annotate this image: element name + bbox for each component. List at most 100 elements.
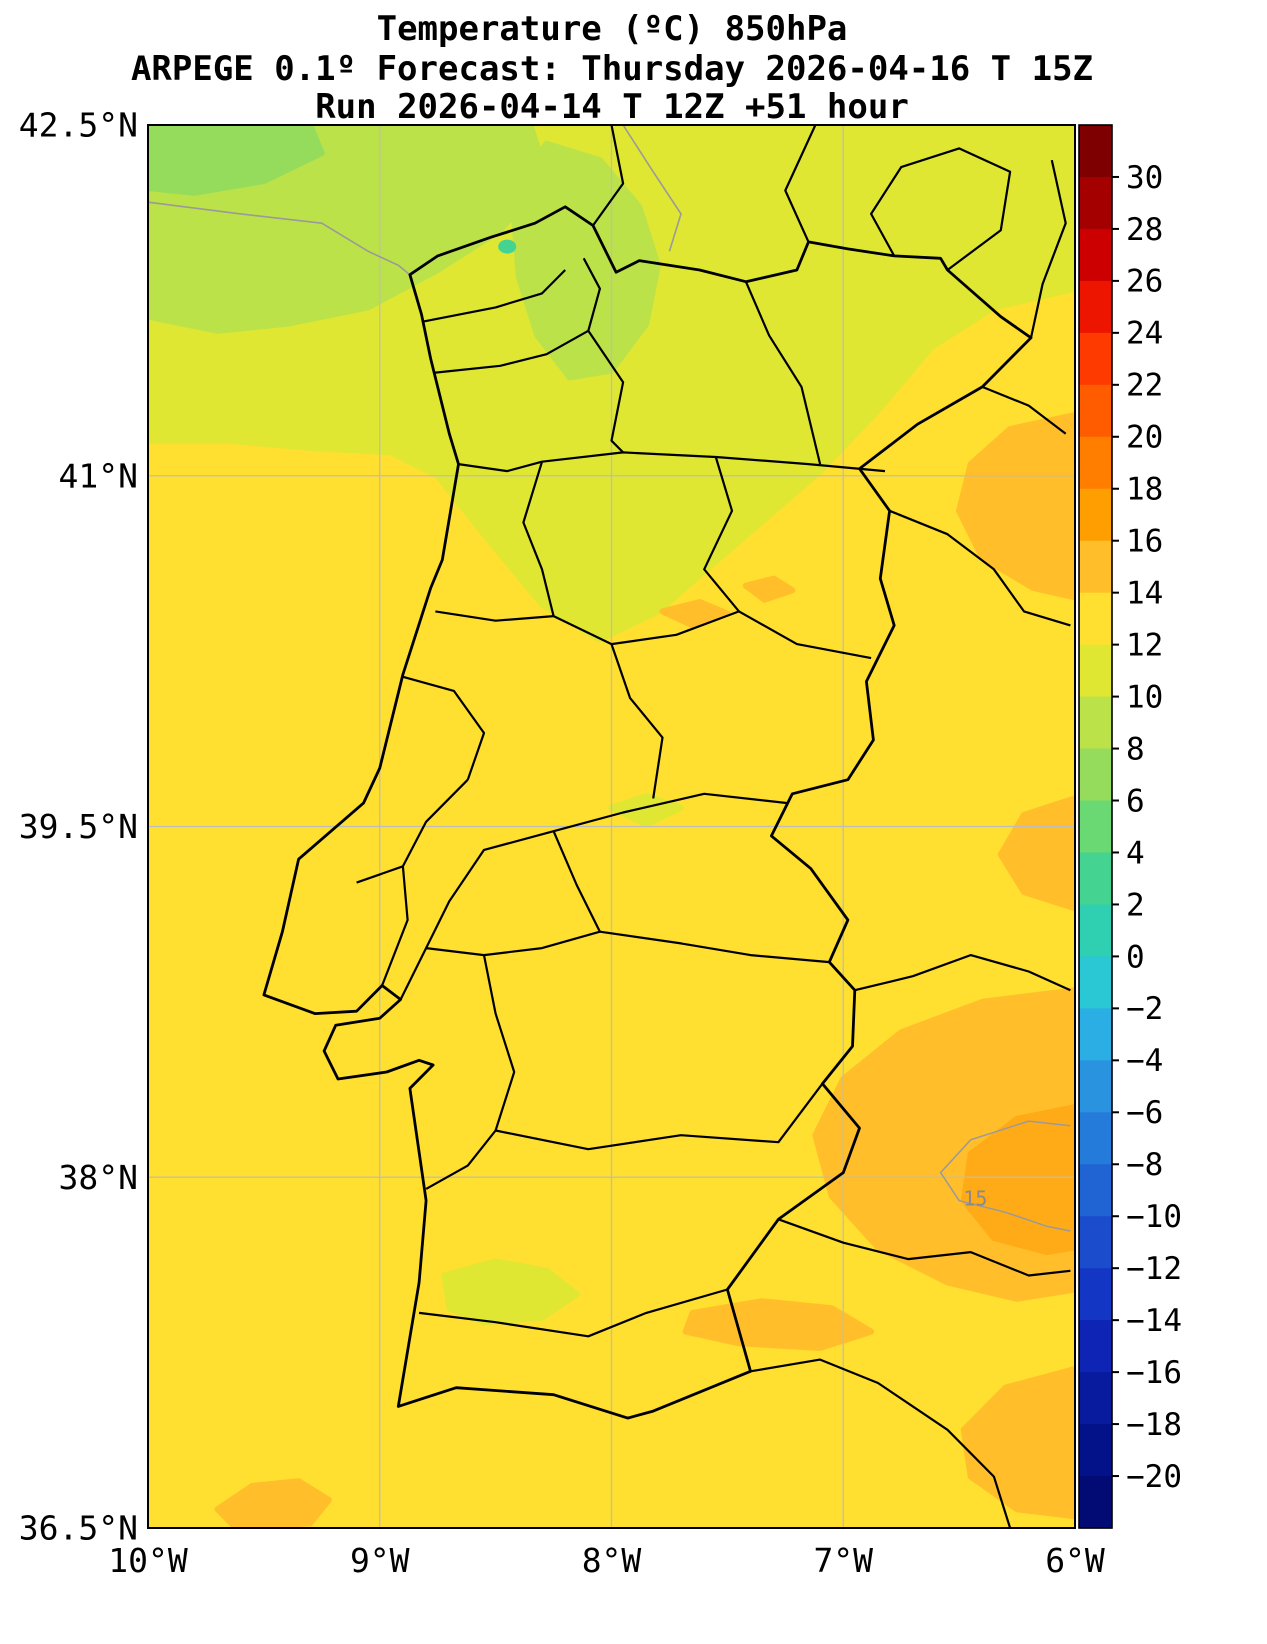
spain-boundary-3 <box>1029 159 1067 339</box>
district-boundary-8 <box>553 610 872 660</box>
colorbar-ticklabel-8: 8 <box>1126 731 1145 767</box>
district-boundary-15 <box>599 930 830 964</box>
colorbar-ticklabel-−8: −8 <box>1126 1147 1163 1183</box>
colorbar-segment-22-24 <box>1079 332 1112 386</box>
title-line2: ARPEGE 0.1º Forecast: Thursday 2026-04-1… <box>131 49 1093 89</box>
spain-boundary-5 <box>889 509 1071 627</box>
district-boundary-18 <box>495 1083 824 1151</box>
temperature-region-green-6-8-top-left <box>148 125 325 196</box>
district-boundary-5 <box>522 461 555 617</box>
colorbar-segment-4-6 <box>1079 800 1112 854</box>
district-boundary-13 <box>381 866 409 986</box>
temperature-region-teal-spot <box>498 239 517 254</box>
temperature-region-orange-14-16-bottom-left <box>214 1478 332 1528</box>
lat-tick-38°N: 38°N <box>59 1158 138 1197</box>
colorbar-segment--12--10 <box>1079 1216 1112 1269</box>
spain-boundary-1 <box>592 125 625 227</box>
colorbar-ticklabel-−18: −18 <box>1126 1407 1182 1443</box>
district-boundary-7 <box>703 456 740 613</box>
colorbar-segment-8-10 <box>1079 696 1112 750</box>
district-boundary-2 <box>587 330 625 454</box>
district-boundary-3 <box>744 281 822 465</box>
colorbar-ticklabel-−10: −10 <box>1126 1199 1182 1235</box>
temperature-region-green-10-12-algarve-hills <box>441 1258 580 1326</box>
district-boundary-4 <box>458 451 886 473</box>
colorbar-ticklabel-24: 24 <box>1126 316 1163 352</box>
colorbar-ticklabel-30: 30 <box>1126 160 1163 196</box>
colorbar-ticklabel-2: 2 <box>1126 887 1145 923</box>
colorbar-ticklabel-−2: −2 <box>1126 991 1163 1027</box>
colorbar-segment-0-2 <box>1079 904 1112 958</box>
lat-tick-36.5°N: 36.5°N <box>19 1509 138 1548</box>
gray-coastline-0 <box>148 201 411 276</box>
colorbar-segment--14--12 <box>1079 1268 1112 1321</box>
district-boundary-19 <box>425 1129 497 1190</box>
colorbar-segment-24-26 <box>1079 280 1112 334</box>
colorbar-segment--10--8 <box>1079 1164 1112 1217</box>
colorbar-ticklabel-−12: −12 <box>1126 1251 1182 1287</box>
colorbar-ticklabel-−6: −6 <box>1126 1095 1163 1131</box>
map-frame <box>147 124 1076 1529</box>
map-layers: 15 <box>148 125 1075 1528</box>
spain-boundary-2 <box>869 147 1012 271</box>
spain-boundary-8 <box>750 1358 1012 1528</box>
temperature-region-orange-14-16-east-douro <box>956 412 1075 601</box>
district-boundary-6 <box>435 610 554 622</box>
lat-tick-39.5°N: 39.5°N <box>19 807 138 846</box>
temperature-region-orange-14-16-algarve-coast <box>682 1298 875 1351</box>
contour-label-15: 15 <box>963 1186 987 1210</box>
district-boundary-1 <box>432 257 602 374</box>
colorbar-segment-26-28 <box>1079 228 1112 282</box>
district-boundary-11 <box>399 792 788 1000</box>
spain-boundary-7 <box>778 1218 1071 1277</box>
lon-tick-7°W: 7°W <box>813 1541 873 1580</box>
title-line3: Run 2026-04-14 T 12Z +51 hour <box>315 87 909 127</box>
colorbar-segment-16-18 <box>1079 488 1112 542</box>
temperature-region-orange-16-18-southeast-core <box>960 1104 1075 1256</box>
lon-tick-9°W: 9°W <box>350 1541 410 1580</box>
colorbar-frame <box>1078 124 1113 1529</box>
colorbar-segment-12-14 <box>1079 592 1112 646</box>
lon-tick-10°W: 10°W <box>108 1541 188 1580</box>
district-boundary-12 <box>356 778 469 884</box>
colorbar-ticklabel-−16: −16 <box>1126 1355 1182 1391</box>
temperature-region-orange-14-16-speck-1 <box>659 599 731 629</box>
colorbar-ticklabel-12: 12 <box>1126 627 1163 663</box>
colorbar-segment-28-30 <box>1079 176 1112 230</box>
colorbar-ticklabel-22: 22 <box>1126 368 1163 404</box>
colorbar-ticklabel-−20: −20 <box>1126 1459 1182 1495</box>
colorbar-ticklabel-6: 6 <box>1126 783 1145 819</box>
colorbar-segment--8--6 <box>1079 1112 1112 1165</box>
colorbar-segment-18-20 <box>1079 436 1112 490</box>
colorbar-ticklabel-18: 18 <box>1126 472 1163 508</box>
temperature-region-orange-14-16-bottom-right <box>960 1366 1075 1520</box>
district-boundary-17 <box>482 954 516 1131</box>
colorbar-segment--2-0 <box>1079 956 1112 1009</box>
portugal-outline <box>262 205 1033 1420</box>
title-line1: Temperature (ºC) 850hPa <box>377 9 848 49</box>
colorbar-segment--4--2 <box>1079 1008 1112 1061</box>
colorbar-ticklabel-20: 20 <box>1126 420 1163 456</box>
colorbar-segment--20--18 <box>1079 1424 1112 1477</box>
district-boundary-10 <box>610 643 664 799</box>
colorbar-segment--16--14 <box>1079 1320 1112 1373</box>
colorbar-ticklabel-0: 0 <box>1126 939 1145 975</box>
district-boundary-16 <box>425 930 601 957</box>
temperature-region-orange-14-16-speck-2 <box>742 575 796 603</box>
spain-boundary-4 <box>981 385 1067 435</box>
district-boundary-20 <box>418 1288 728 1338</box>
colorbar-ticklabel-4: 4 <box>1126 835 1145 871</box>
colorbar-segment--18--16 <box>1079 1372 1112 1425</box>
colorbar-segment-30-32 <box>1079 125 1112 178</box>
lon-tick-8°W: 8°W <box>582 1541 642 1580</box>
district-boundary-9 <box>402 675 486 781</box>
colorbar-ticklabel-−14: −14 <box>1126 1303 1182 1339</box>
district-boundary-0 <box>423 269 566 323</box>
colorbar-ticklabel-14: 14 <box>1126 576 1163 612</box>
colorbar-segment-6-8 <box>1079 748 1112 802</box>
colorbar-ticklabel-10: 10 <box>1126 679 1163 715</box>
lat-tick-41°N: 41°N <box>59 456 138 495</box>
lon-tick-6°W: 6°W <box>1045 1541 1105 1580</box>
district-boundary-14 <box>552 830 601 933</box>
